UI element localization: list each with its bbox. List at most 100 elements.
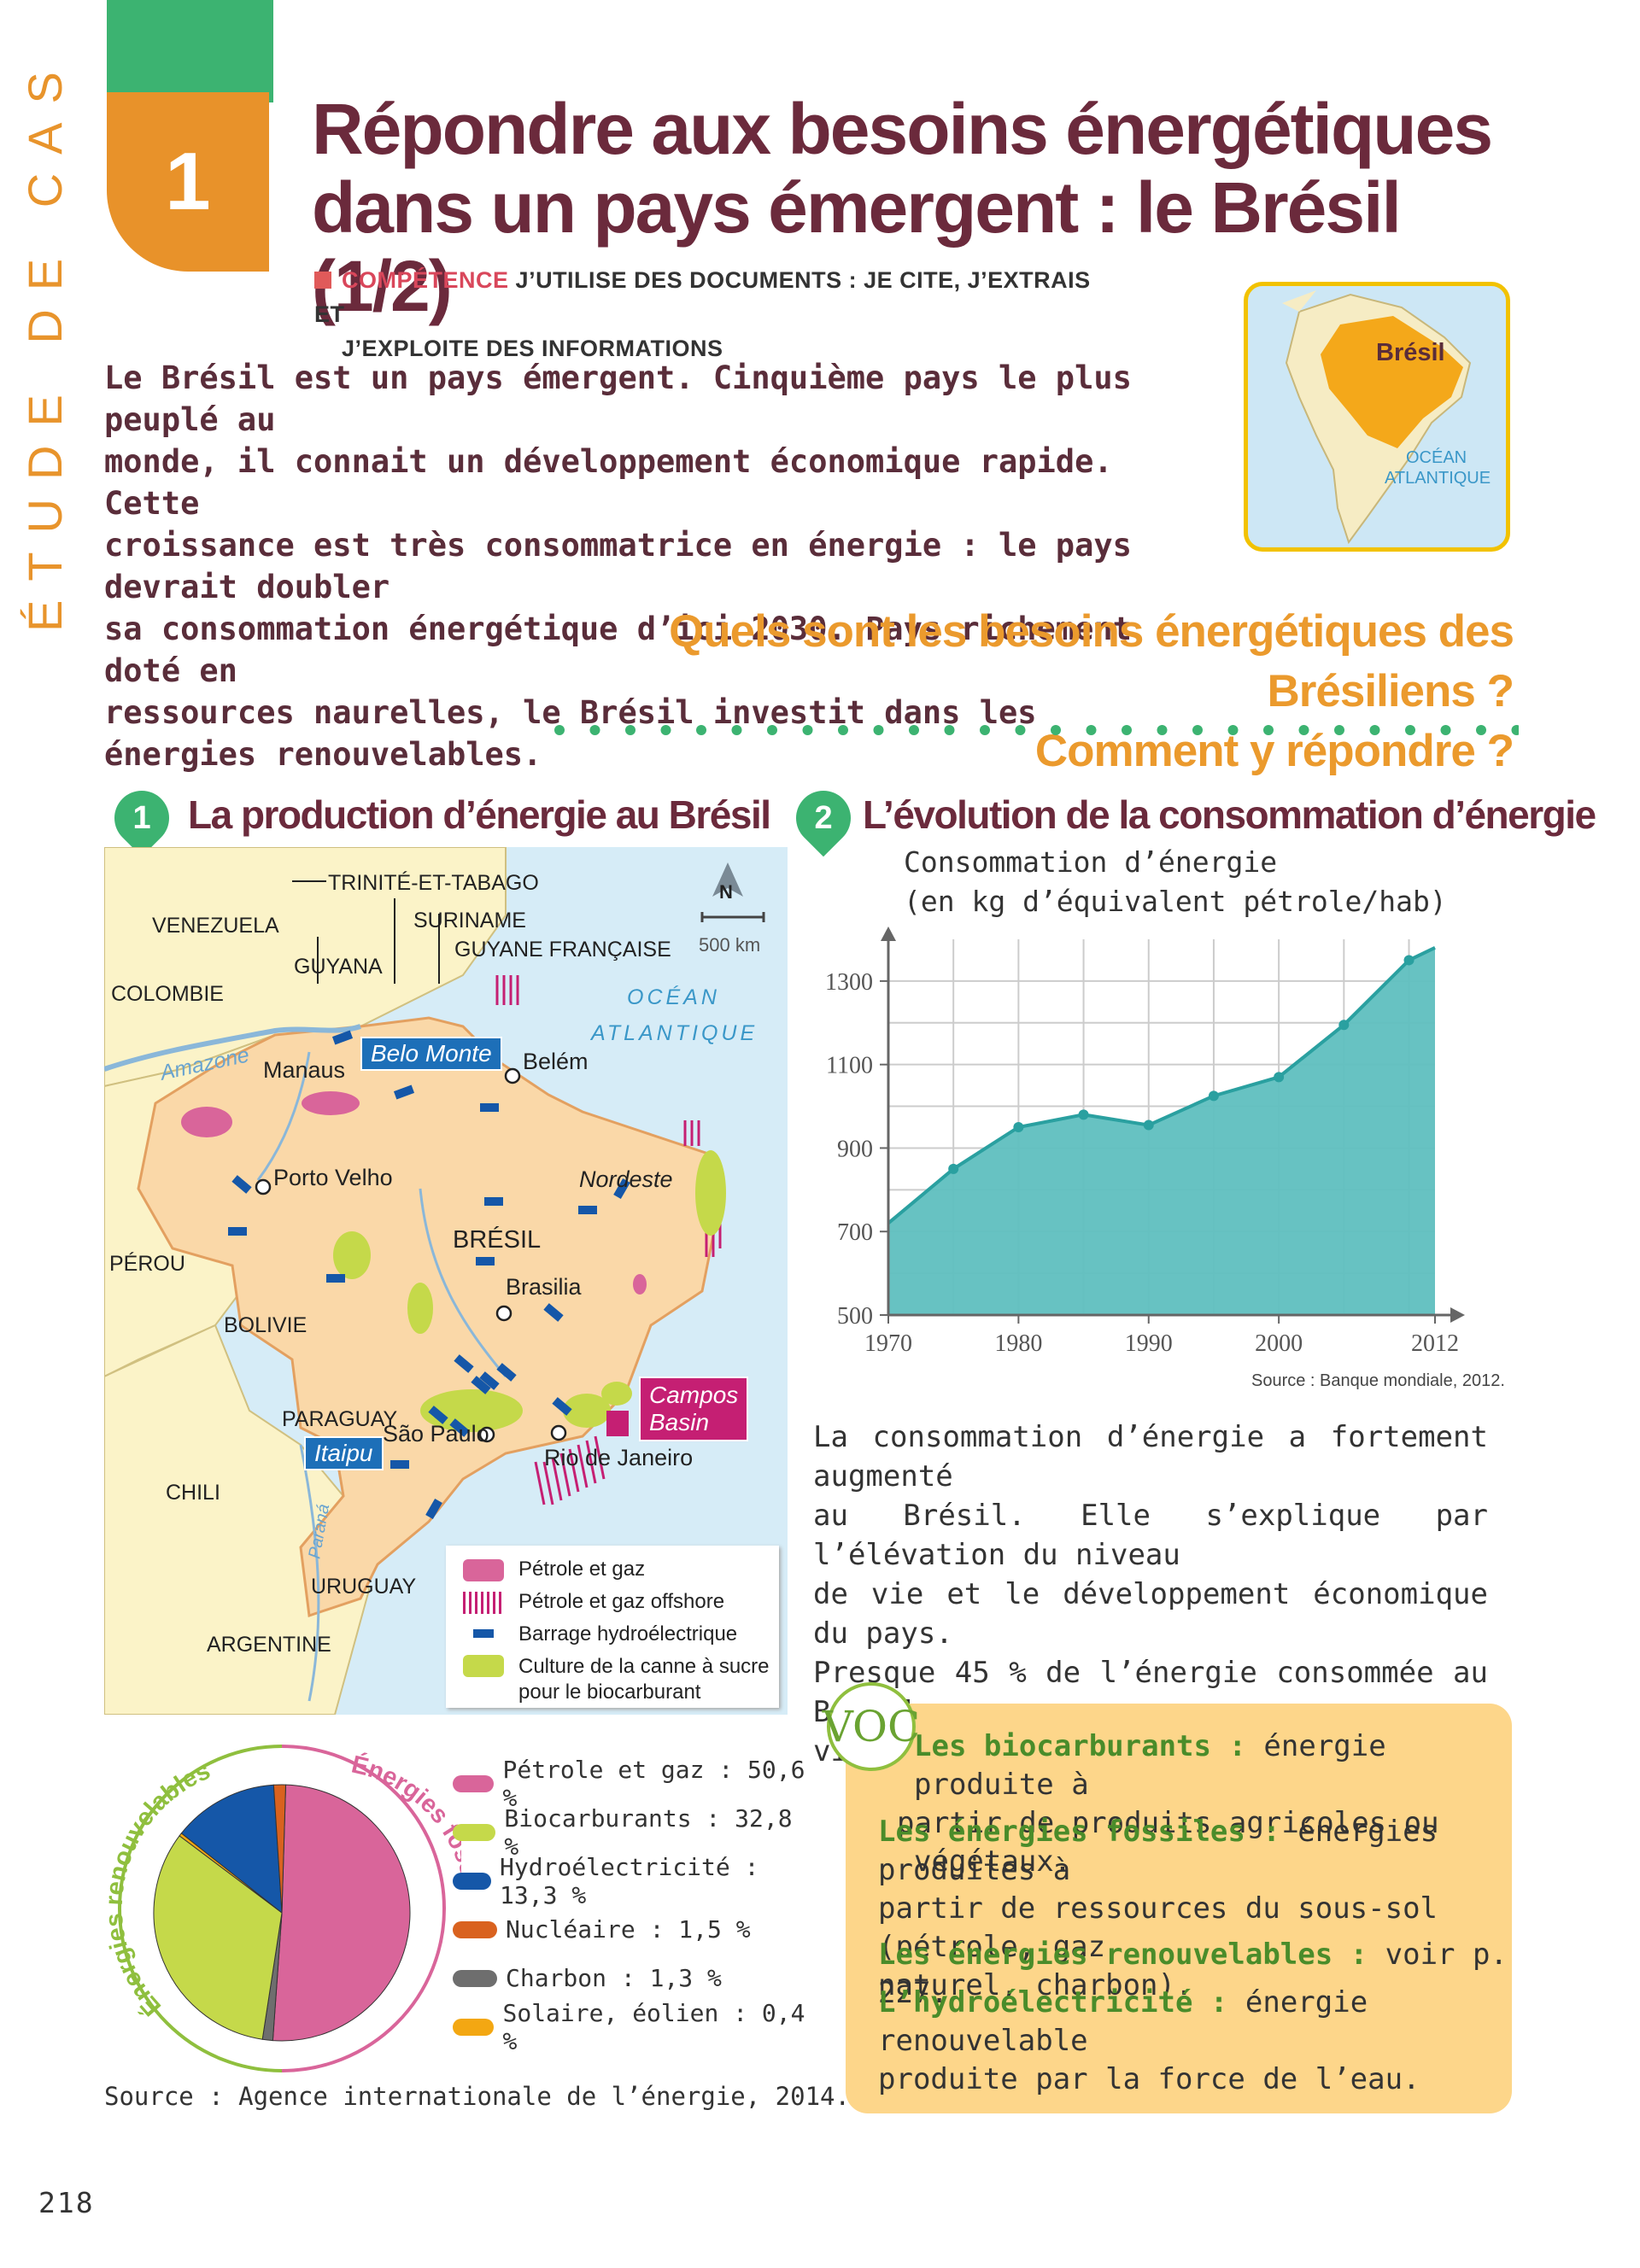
voc-term: L’hydroélectricité : (878, 1985, 1228, 2020)
map-label-venezuela: VENEZUELA (152, 914, 279, 938)
pie-legend-item: Hydroélectricité : 13,3 % (453, 1853, 811, 1909)
pie-legend-swatch (453, 1920, 497, 1938)
voc-term: Les biocarburants : (914, 1729, 1246, 1763)
map-callout-campos: Campos Basin (639, 1377, 749, 1441)
pie-legend-swatch (453, 1774, 495, 1792)
x-tick-label: 1970 (864, 1330, 912, 1357)
scale-label: 500 km (699, 934, 761, 956)
legend-swatch-oil (463, 1559, 504, 1581)
map-label-porto-velho: Porto Velho (273, 1165, 393, 1190)
map-shapes (104, 847, 765, 1715)
intro-line: sa consommation énergétique d’ici 2030. … (104, 611, 1132, 689)
sidebar-label: ÉTUDE DE CAS (18, 53, 72, 632)
map-legend: Pétrole et gaz Pétrole et gaz offshore B… (446, 1546, 779, 1708)
legend-label: pour le biocarburant (518, 1681, 701, 1704)
legend-label: Culture de la canne à sucre (518, 1655, 770, 1678)
map-label-trinite: TRINITÉ-ET-TABAGO (328, 871, 539, 895)
question-line-2: Comment y répondre ? (1034, 726, 1514, 776)
map-label-guyana: GUYANA (294, 955, 383, 979)
pie-legend-item: Pétrole et gaz : 50,6 % (453, 1756, 811, 1812)
pie-legend: Pétrole et gaz : 50,6 % Biocarburants : 3… (453, 1756, 811, 2055)
campos-line-2: Basin (649, 1409, 710, 1435)
data-point (1078, 1109, 1089, 1120)
x-tick-label: 1990 (1125, 1330, 1173, 1357)
voc-def: partir de produits agricoles ou végétaux… (897, 1806, 1439, 1879)
competence-text-1: J’UTILISE DES DOCUMENTS : JE CITE, J’EXT… (314, 267, 1091, 327)
pie-legend-label: Hydroélectricité : 13,3 % (500, 1852, 759, 1909)
page-title: Répondre aux besoins énergétiques dans u… (312, 90, 1550, 325)
map-callout-belo-monte: Belo Monte (360, 1037, 502, 1071)
map-label-guyane: GUYANE FRANÇAISE (454, 938, 671, 962)
intro-line: croissance est très consommatrice en éne… (104, 527, 1132, 605)
energy-consumption-chart: 500 700 900 1100 1300 1970 1980 1990 2000 2012 (825, 926, 1465, 1357)
chart-source: Source : Banque mondiale, 2012. (1251, 1371, 1505, 1390)
legend-swatch-dam (473, 1629, 494, 1638)
doc2-line: de vie et le développement économique du… (813, 1577, 1488, 1651)
doc2-line: La consommation d’énergie a fortement au… (813, 1420, 1488, 1493)
y-tick-label: 1100 (826, 1053, 873, 1079)
voc-def: énergies produites à (878, 1815, 1438, 1887)
map-label-sao-paulo: São Paulo (383, 1421, 489, 1447)
pie-legend-swatch (453, 1823, 496, 1841)
competence: COMPÉTENCE J’UTILISE DES DOCUMENTS : JE … (314, 263, 1126, 365)
locator-map: Brésil OCÉAN ATLANTIQUE (1244, 282, 1510, 552)
data-point (1208, 1090, 1219, 1102)
pie-legend-label: Biocarburants : 32,8 % (504, 1803, 793, 1861)
map-label-uruguay: URUGUAY (311, 1575, 417, 1599)
legend-label: Pétrole et gaz (518, 1558, 646, 1581)
x-tick-label: 2000 (1255, 1330, 1303, 1357)
intro-line: Le Brésil est un pays émergent. Cinquièm… (104, 359, 1132, 438)
map-label-rio: Rio de Janeiro (544, 1445, 694, 1470)
pie-slice-biocarburants (153, 1835, 283, 2040)
question-line-1: Quels sont les besoins énergétiques des … (669, 606, 1514, 716)
vocabulary-box: Les biocarburants : énergie produite à p… (846, 1704, 1512, 2113)
pie-legend-swatch (453, 2018, 495, 2036)
legend-swatch-offshore (463, 1592, 504, 1614)
pie-legend-label: Charbon : 1,3 % (506, 1964, 722, 1992)
pie-legend-item: Solaire, éolien : 0,4 % (453, 1999, 811, 2055)
map-label-argentine: ARGENTINE (207, 1633, 331, 1657)
green-tab (107, 0, 273, 102)
pie-legend-swatch (453, 1969, 497, 1987)
voc-entry-biocarburants: Les biocarburants : énergie produite à p… (897, 1727, 1512, 1881)
y-tick-label: 700 (837, 1219, 873, 1246)
data-point (1403, 955, 1414, 966)
voc-entry-hydro: L’hydroélectricité : énergie renouvelabl… (878, 1984, 1512, 2099)
brazil-energy-map: Pétrole et gaz Pétrole et gaz offshore B… (104, 847, 788, 1715)
chart-ylabel-1: Consommation d’énergie (904, 845, 1278, 879)
y-tick-label: 900 (837, 1136, 873, 1162)
locator-ocean-2: ATLANTIQUE (1385, 469, 1491, 488)
campos-line-1: Campos (649, 1382, 739, 1408)
guiding-question: Quels sont les besoins énergétiques des … (512, 602, 1514, 781)
y-tick-label: 1300 (825, 969, 873, 996)
voc-def: produite par la force de l’eau. (878, 2062, 1420, 2096)
title-line-1: Répondre aux besoins énergétiques (312, 89, 1493, 169)
doc2-title: L’évolution de la consommation d’énergie (863, 792, 1596, 837)
map-label-bolivie: BOLIVIE (224, 1313, 308, 1337)
chart-ylabel: Consommation d’énergie (en kg d’équivale… (904, 843, 1447, 921)
legend-label: Barrage hydroélectrique (518, 1622, 738, 1645)
voc-def: voir p. 227. (878, 1938, 1508, 2010)
voc-entry-renouvelables: Les énergies renouvelables : voir p. 227… (878, 1936, 1512, 2013)
map-label-brasilia: Brasilia (506, 1274, 582, 1300)
title-line-2: dans un pays émergent : le Brésil (1/2) (312, 167, 1402, 326)
data-point (1013, 1122, 1024, 1132)
south-america-shape (1282, 290, 1472, 545)
map-label-chili: CHILI (166, 1481, 220, 1505)
map-label-nordeste: Nordeste (579, 1166, 673, 1192)
dotted-separator (554, 725, 1519, 735)
pie-legend-label: Pétrole et gaz : 50,6 % (502, 1755, 805, 1812)
doc1-title: La production d’énergie au Brésil (188, 792, 771, 837)
map-ocean-1: OCÉAN (627, 985, 720, 1009)
map-label-perou: PÉROU (109, 1252, 185, 1276)
data-point (1338, 1020, 1350, 1031)
energy-mix-pie: Énergies renouvelables Énergies fossiles (102, 1745, 461, 2072)
y-tick-label: 500 (837, 1303, 873, 1330)
pie-source: Source : Agence internationale de l’éner… (104, 2082, 850, 2111)
x-tick-label: 2012 (1411, 1330, 1459, 1357)
data-point (1143, 1119, 1154, 1131)
voc-term: Les énergies fossiles : (878, 1815, 1280, 1849)
pie-legend-label: Solaire, éolien : 0,4 % (502, 1998, 805, 2055)
pie-legend-item: Nucléaire : 1,5 % (453, 1905, 811, 1954)
pie-slice-p-trole-et-gaz (272, 1784, 411, 2042)
